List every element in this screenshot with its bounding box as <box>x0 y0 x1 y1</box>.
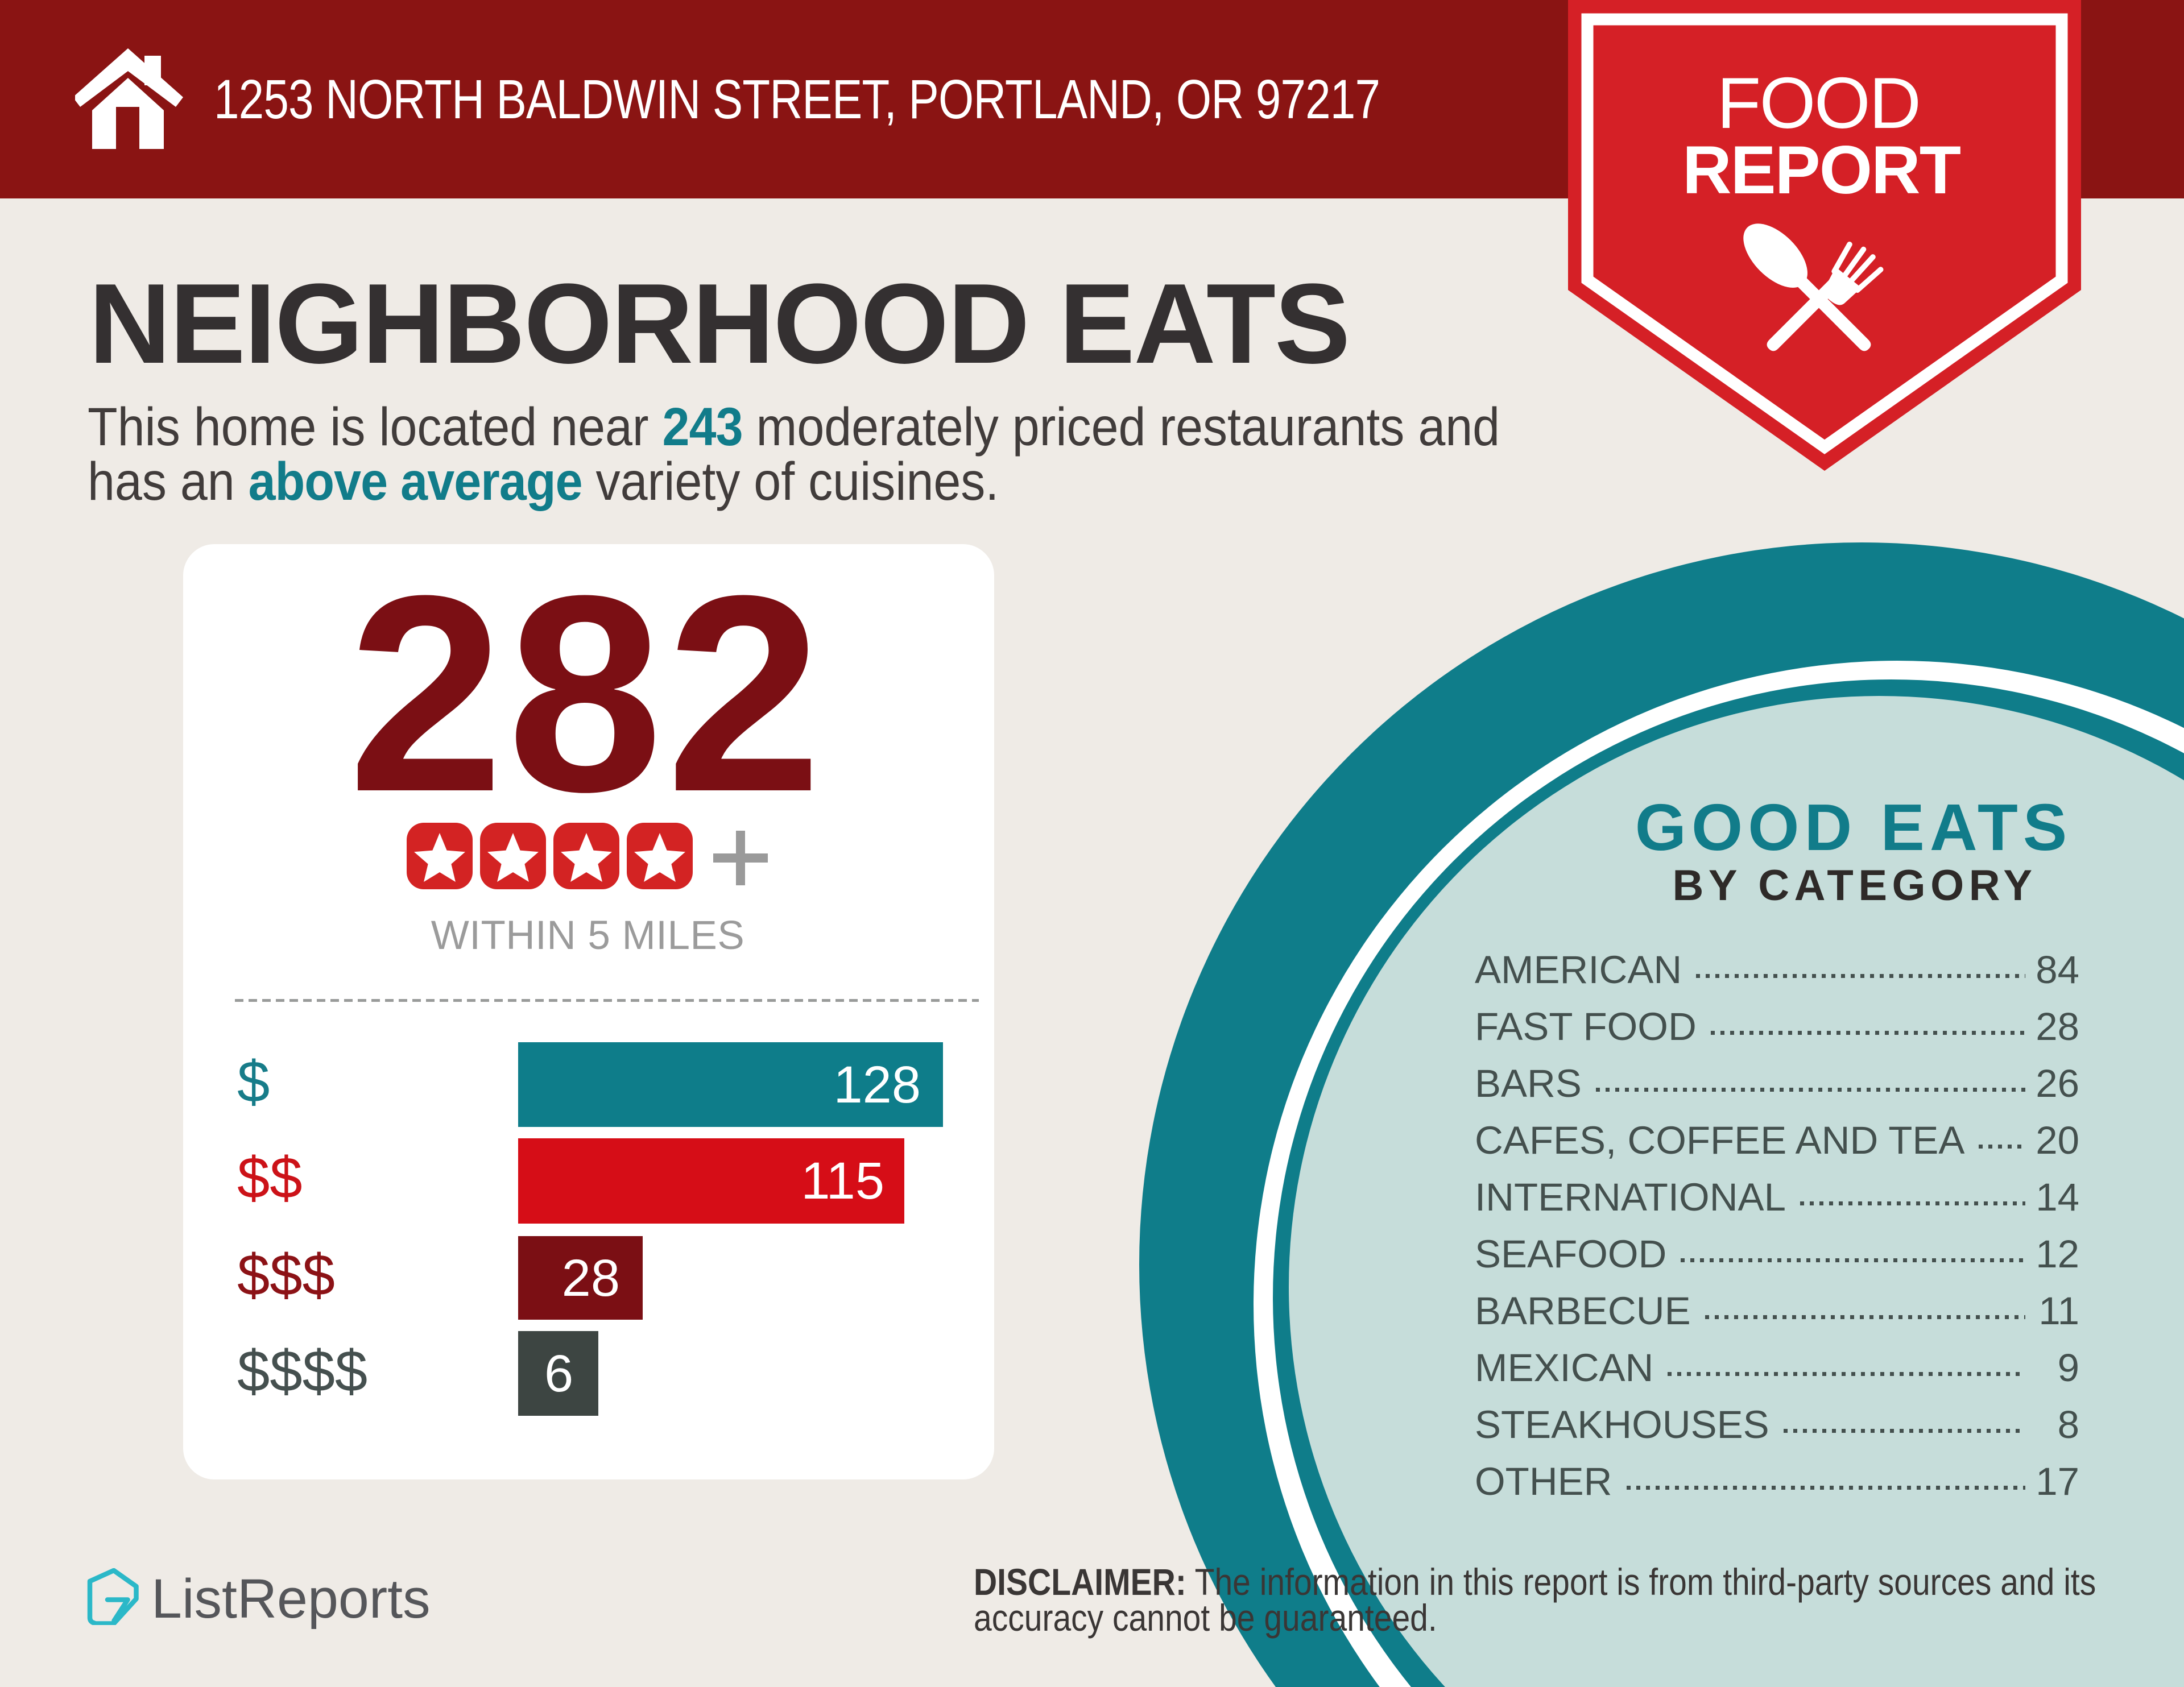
svg-text:FOOD: FOOD <box>1717 63 1920 143</box>
svg-text:REPORT: REPORT <box>1682 132 1961 208</box>
